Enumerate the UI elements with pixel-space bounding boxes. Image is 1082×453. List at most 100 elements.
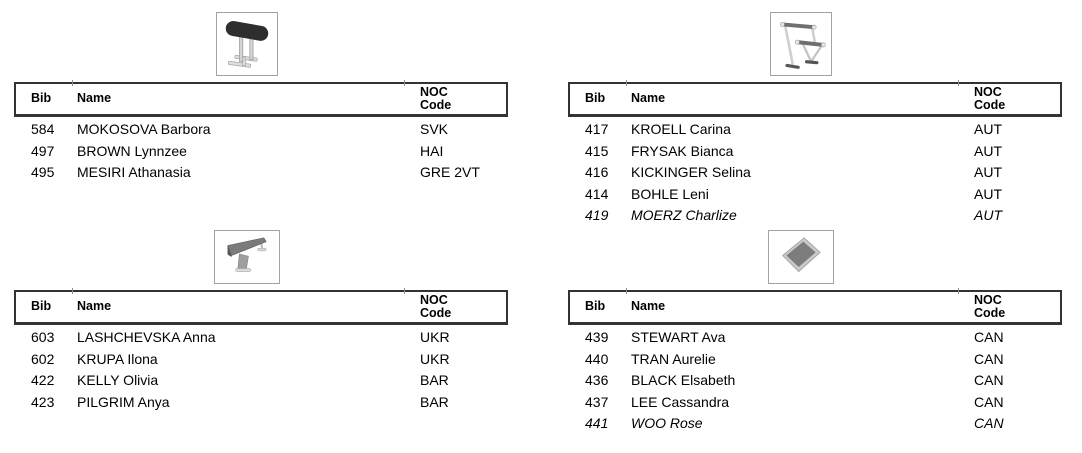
bib-cell: 439 bbox=[585, 329, 609, 345]
column-header-noc: NOC Code bbox=[974, 85, 1060, 113]
balance-beam-icon bbox=[214, 230, 280, 284]
uneven-bars-icon bbox=[770, 12, 832, 76]
noc-cell: UKR bbox=[420, 329, 450, 345]
table-row: 497 BROWN Lynnzee HAI bbox=[14, 141, 508, 163]
name-cell: FRYSAK Bianca bbox=[631, 142, 734, 159]
bib-cell: 414 bbox=[585, 185, 609, 202]
table-body: 439 STEWART Ava CAN 440 TRAN Aurelie CAN… bbox=[568, 327, 1062, 435]
startlist-table: Bib Name NOC Code 417 KROELL Carina AUT … bbox=[568, 80, 1062, 227]
column-header-bib: Bib bbox=[31, 299, 52, 314]
table-row: 436 BLACK Elsabeth CAN bbox=[568, 370, 1062, 392]
apparatus-icon-wrap bbox=[14, 12, 508, 76]
bib-cell: 603 bbox=[31, 329, 55, 345]
vault-icon bbox=[216, 12, 278, 76]
table-row: 495 MESIRI Athanasia GRE 2VT bbox=[14, 162, 508, 184]
name-cell: KRUPA Ilona bbox=[77, 350, 158, 367]
apparatus-section-floor: Bib Name NOC Code 439 STEWART Ava CAN 44… bbox=[568, 230, 1062, 435]
table-row: 416 KICKINGER Selina AUT bbox=[568, 162, 1062, 184]
name-cell: BROWN Lynnzee bbox=[77, 142, 187, 159]
apparatus-icon-wrap bbox=[568, 230, 1062, 284]
table-row: 417 KROELL Carina AUT bbox=[568, 119, 1062, 141]
name-cell: BLACK Elsabeth bbox=[631, 372, 736, 389]
column-header-bib: Bib bbox=[31, 91, 52, 106]
bib-cell: 584 bbox=[31, 121, 55, 137]
column-header-noc: NOC Code bbox=[974, 293, 1060, 321]
table-body: 584 MOKOSOVA Barbora SVK 497 BROWN Lynnz… bbox=[14, 119, 508, 184]
table-row: 423 PILGRIM Anya BAR bbox=[14, 392, 508, 414]
apparatus-section-vault: Bib Name NOC Code 584 MOKOSOVA Barbora S… bbox=[14, 12, 508, 184]
noc-cell: HAI bbox=[420, 142, 444, 159]
noc-cell: AUT bbox=[974, 121, 1002, 137]
apparatus-section-balance-beam: Bib Name NOC Code 603 LASHCHEVSKA Anna U… bbox=[14, 230, 508, 413]
startlist-table: Bib Name NOC Code 603 LASHCHEVSKA Anna U… bbox=[14, 288, 508, 413]
bib-cell: 423 bbox=[31, 393, 55, 410]
noc-cell: AUT bbox=[974, 185, 1002, 202]
column-header-noc-line1: NOC bbox=[420, 84, 448, 99]
noc-cell: BAR bbox=[420, 393, 449, 410]
table-row: 603 LASHCHEVSKA Anna UKR bbox=[14, 327, 508, 349]
bib-cell: 417 bbox=[585, 121, 609, 137]
table-row: 437 LEE Cassandra CAN bbox=[568, 392, 1062, 414]
column-header-noc: NOC Code bbox=[420, 292, 506, 321]
table-row: 422 KELLY Olivia BAR bbox=[14, 370, 508, 392]
column-divider-tick bbox=[404, 288, 405, 294]
table-row: 440 TRAN Aurelie CAN bbox=[568, 349, 1062, 371]
noc-cell: AUT bbox=[974, 207, 1002, 224]
bib-cell: 416 bbox=[585, 164, 609, 181]
noc-cell: CAN bbox=[974, 393, 1004, 410]
apparatus-section-uneven-bars: Bib Name NOC Code 417 KROELL Carina AUT … bbox=[568, 12, 1062, 227]
table-row: 419 MOERZ Charlize AUT bbox=[568, 205, 1062, 227]
name-cell: TRAN Aurelie bbox=[631, 350, 716, 367]
column-header-name: Name bbox=[631, 91, 666, 106]
bib-cell: 415 bbox=[585, 142, 609, 159]
name-cell: LASHCHEVSKA Anna bbox=[77, 329, 216, 345]
noc-cell: AUT bbox=[974, 142, 1002, 159]
name-cell: KROELL Carina bbox=[631, 121, 731, 137]
table-row: 602 KRUPA Ilona UKR bbox=[14, 349, 508, 371]
bib-cell: 419 bbox=[585, 207, 609, 224]
table-body: 417 KROELL Carina AUT 415 FRYSAK Bianca … bbox=[568, 119, 1062, 227]
column-header-bib: Bib bbox=[585, 91, 606, 106]
name-cell: LEE Cassandra bbox=[631, 393, 730, 410]
column-header-bib: Bib bbox=[585, 299, 606, 314]
column-header-noc-line2: Code bbox=[420, 306, 452, 320]
noc-cell: UKR bbox=[420, 350, 450, 367]
name-cell: WOO Rose bbox=[631, 415, 703, 432]
table-header-row: Bib Name NOC Code bbox=[568, 80, 1062, 117]
column-divider-tick bbox=[72, 80, 73, 86]
column-divider-tick bbox=[958, 288, 959, 294]
column-header-noc-line1: NOC bbox=[420, 292, 448, 307]
name-cell: BOHLE Leni bbox=[631, 185, 709, 202]
noc-cell: SVK bbox=[420, 121, 449, 137]
bib-cell: 441 bbox=[585, 415, 609, 432]
table-header-row: Bib Name NOC Code bbox=[14, 288, 508, 325]
table-header-row: Bib Name NOC Code bbox=[568, 288, 1062, 325]
bib-cell: 437 bbox=[585, 393, 609, 410]
startlist-table: Bib Name NOC Code 439 STEWART Ava CAN 44… bbox=[568, 288, 1062, 435]
column-header-name: Name bbox=[77, 91, 112, 106]
noc-cell: GRE 2VT bbox=[420, 164, 480, 181]
noc-cell: CAN bbox=[974, 415, 1004, 432]
table-body: 603 LASHCHEVSKA Anna UKR 602 KRUPA Ilona… bbox=[14, 327, 508, 413]
noc-cell: CAN bbox=[974, 350, 1004, 367]
column-header-noc-line2: Code bbox=[974, 306, 1006, 320]
column-divider-tick bbox=[626, 288, 627, 294]
table-row: 414 BOHLE Leni AUT bbox=[568, 184, 1062, 206]
column-divider-tick bbox=[404, 80, 405, 86]
name-cell: KELLY Olivia bbox=[77, 372, 159, 389]
noc-cell: AUT bbox=[974, 164, 1002, 181]
table-row: 441 WOO Rose CAN bbox=[568, 413, 1062, 435]
bib-cell: 436 bbox=[585, 372, 609, 389]
noc-cell: CAN bbox=[974, 372, 1004, 389]
column-header-noc: NOC Code bbox=[420, 84, 506, 113]
bib-cell: 440 bbox=[585, 350, 609, 367]
table-row: 584 MOKOSOVA Barbora SVK bbox=[14, 119, 508, 141]
column-divider-tick bbox=[626, 80, 627, 86]
floor-icon bbox=[768, 230, 834, 284]
noc-cell: BAR bbox=[420, 372, 449, 389]
table-row: 439 STEWART Ava CAN bbox=[568, 327, 1062, 349]
bib-cell: 497 bbox=[31, 142, 55, 159]
bib-cell: 495 bbox=[31, 164, 55, 181]
noc-cell: CAN bbox=[974, 329, 1004, 345]
startlist-table: Bib Name NOC Code 584 MOKOSOVA Barbora S… bbox=[14, 80, 508, 184]
